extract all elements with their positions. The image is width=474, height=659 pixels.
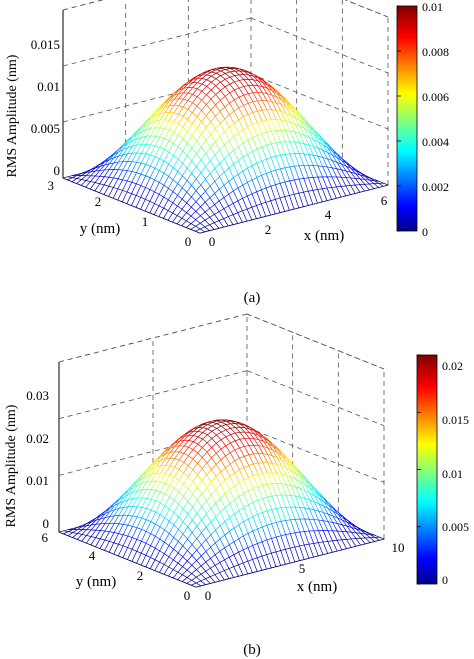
panel-a-x-tick: 0	[209, 234, 216, 249]
panel-a-z-tick: 0	[54, 163, 61, 178]
panel-b-colorbar-tick: 0.01	[442, 467, 463, 481]
panel-b-x-tick: 5	[299, 561, 306, 576]
panel-a-z-tick: 0.01	[37, 79, 60, 94]
top-side-edge	[344, 0, 389, 18]
panel-a-x-axis-label: x (nm)	[304, 228, 344, 244]
panel-b-caption: (b)	[243, 642, 261, 658]
z-grid-line	[246, 370, 385, 427]
panel-a-colorbar-tick: 0.01	[422, 0, 443, 14]
panel-a-colorbar-tick: 0	[422, 225, 428, 239]
panel-b-surface	[58, 419, 385, 588]
panel-a-y-tick: 1	[142, 214, 149, 229]
surface-facet	[190, 582, 202, 588]
panel-b-colorbar-ticks	[417, 354, 421, 585]
z-grid-line	[62, 17, 252, 67]
panel-a-colorbar-ticks	[397, 5, 401, 232]
z-grid-line	[250, 73, 389, 130]
panel-a-caption: (a)	[244, 290, 261, 306]
panel-a-y-tick: 0	[185, 234, 192, 249]
z-grid-line	[246, 313, 385, 370]
z-grid-line	[250, 17, 389, 74]
panel-a-x-tick: 2	[265, 222, 272, 237]
panel-b-y-tick: 0	[184, 588, 191, 603]
surface-facet	[194, 228, 206, 234]
panel-b-z-tick: 0.01	[26, 473, 49, 488]
panel-b-y-tick: 4	[89, 548, 96, 563]
panel-b-z-tick: 0.02	[26, 431, 49, 446]
panel-b-z-tick: 0.03	[26, 388, 49, 403]
panel-a-x-tick: 6	[381, 193, 388, 208]
panel-b-x-tick: 10	[392, 540, 405, 555]
panel-b-z-tick: 0	[43, 516, 50, 531]
panel-a-y-tick: 2	[95, 194, 102, 209]
panel-a: 0.015 0.01 0.005 0 3 2 1 0 0 2 4 6 RMS A…	[5, 0, 449, 306]
panel-a-colorbar-tick: 0.008	[422, 45, 449, 59]
panel-a-colorbar-tick: 0.002	[422, 180, 449, 194]
panel-a-z-axis-label: RMS Amplitude (nm)	[5, 54, 20, 177]
panel-a-z-tick: 0.005	[31, 121, 60, 136]
panel-b-y-tick: 6	[42, 530, 49, 545]
panel-a-colorbar	[396, 5, 418, 232]
panel-b-colorbar-tick: 0.02	[442, 359, 463, 373]
panel-a-y-axis-label: y (nm)	[80, 221, 120, 237]
panel-a-z-tick: 0.015	[31, 37, 60, 52]
top-back-edge	[62, 0, 104, 11]
panel-b-z-axis-label: RMS Amplitude (nm)	[4, 404, 19, 527]
panel-a-surface	[62, 66, 389, 234]
panel-b-colorbar-tick: 0	[442, 573, 448, 587]
panel-b-y-axis-label: y (nm)	[76, 574, 116, 590]
panel-b-colorbar-tick: 0.015	[442, 413, 469, 427]
z-grid-line	[246, 426, 385, 483]
z-grid-line	[62, 0, 104, 11]
panel-b: 0.03 0.02 0.01 0 6 4 2 0 0 5 10 RMS Ampl…	[4, 313, 469, 658]
panel-a-y-tick: 3	[48, 178, 55, 193]
panel-b-x-tick: 0	[205, 588, 212, 603]
panel-b-colorbar-tick: 0.005	[442, 520, 469, 534]
panel-b-y-tick: 2	[137, 568, 144, 583]
panel-b-x-axis-label: x (nm)	[297, 579, 337, 595]
panel-a-colorbar-tick: 0.006	[422, 90, 449, 104]
panel-a-x-tick: 4	[325, 207, 332, 222]
panel-a-colorbar-tick: 0.004	[422, 135, 449, 149]
